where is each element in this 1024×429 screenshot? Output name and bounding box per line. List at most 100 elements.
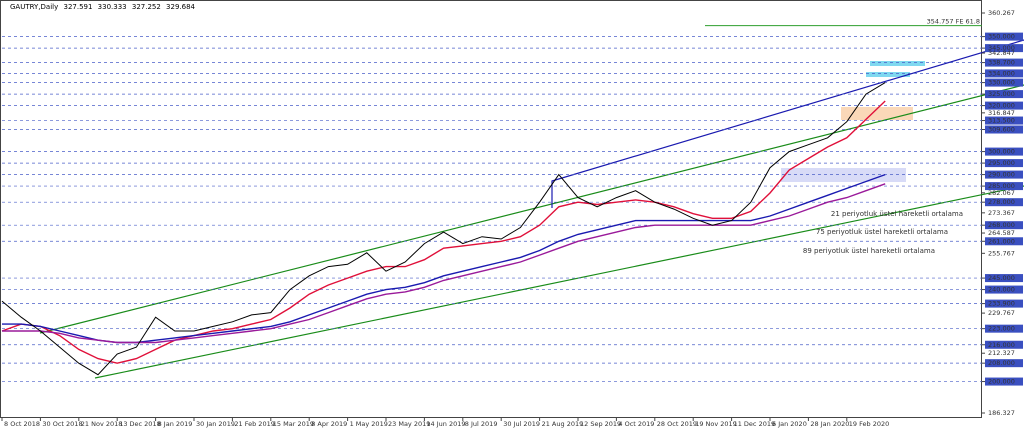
y-tick-label: 216.000 (988, 341, 1015, 349)
y-tick-label: 186.327 (988, 409, 1015, 417)
y-tick-box (985, 182, 1023, 191)
low: 327.252 (132, 3, 161, 11)
x-tick-label: 30 Jan 2019 (196, 420, 235, 428)
y-tick-label: 255.767 (988, 249, 1015, 257)
zone (781, 168, 906, 182)
channel-line (94, 185, 1024, 379)
x-tick-label: 12 Sep 2019 (580, 420, 621, 428)
x-tick-label: 1 May 2019 (350, 420, 388, 428)
y-tick-label: 240.000 (988, 286, 1015, 294)
x-tick-label: 19 Nov 2019 (695, 420, 737, 428)
y-tick-label: 342.847 (988, 49, 1015, 57)
y-tick-box (985, 299, 1023, 308)
y-tick-box (985, 285, 1023, 294)
y-tick-label: 229.767 (988, 309, 1015, 317)
y-tick-label: 334.000 (988, 69, 1015, 77)
trend-line (551, 39, 1024, 208)
y-tick-label: 200.000 (988, 378, 1015, 386)
y-tick-box (985, 159, 1023, 168)
x-tick-label: 21 Aug 2019 (542, 420, 584, 428)
x-tick-label: 28 Jan 2020 (810, 420, 849, 428)
close: 329.684 (166, 3, 195, 11)
y-tick-box (985, 58, 1023, 67)
channel-line (39, 84, 1024, 334)
legend-label: 75 periyotluk üstel hareketli ortalama (816, 228, 948, 236)
series-line (1, 82, 886, 376)
series-line (1, 100, 886, 364)
y-tick-box (985, 274, 1023, 283)
zone (866, 72, 910, 77)
y-tick-label: 245.000 (988, 274, 1015, 282)
y-tick-label: 330.000 (988, 79, 1015, 87)
y-tick-box (985, 359, 1023, 368)
x-tick-label: 30 Jul 2019 (503, 420, 540, 428)
x-tick-label: 13 Dec 2018 (119, 420, 161, 428)
x-tick-label: 14 Jun 2019 (426, 420, 465, 428)
y-tick-label: 264.587 (988, 229, 1015, 237)
y-tick-box (985, 340, 1023, 349)
fe-label: 354.757 FE 61.8 (927, 18, 980, 26)
y-tick-label: 313.500 (988, 117, 1015, 125)
y-tick-label: 208.000 (988, 359, 1015, 367)
y-tick-box (985, 125, 1023, 134)
y-tick-box (985, 324, 1023, 333)
x-tick-label: 19 Feb 2020 (849, 420, 889, 428)
y-tick-label: 223.000 (988, 325, 1015, 333)
legend-label: 21 periyotluk üstel hareketli ortalama (831, 210, 963, 218)
y-tick-label: 282.067 (988, 189, 1015, 197)
y-tick-label: 285.000 (988, 182, 1015, 190)
x-tick-label: 8 Apr 2019 (311, 420, 347, 428)
y-tick-label: 309.600 (988, 126, 1015, 134)
x-tick-label: 4 Oct 2019 (618, 420, 654, 428)
y-tick-label: 278.000 (988, 198, 1015, 206)
y-tick-label: 273.367 (988, 209, 1015, 217)
y-tick-label: 300.000 (988, 148, 1015, 156)
header: GAUTRY,Daily 327.591 330.333 327.252 329… (10, 3, 196, 11)
x-tick-label: 8 Jan 2019 (158, 420, 193, 428)
series-line (2, 183, 886, 344)
y-tick-box (985, 32, 1023, 41)
y-tick-label: 350.000 (988, 33, 1015, 41)
y-tick-box (985, 78, 1023, 87)
x-tick-label: 23 May 2019 (388, 420, 430, 428)
y-tick-label: 233.900 (988, 300, 1015, 308)
y-tick-label: 345.000 (988, 44, 1015, 52)
y-tick-label: 325.000 (988, 90, 1015, 98)
x-tick-label: 8 Jul 2019 (465, 420, 498, 428)
legend-label: 89 periyotluk üstel hareketli ortalama (803, 247, 935, 255)
y-tick-label: 261.000 (988, 237, 1015, 245)
y-tick-box (985, 90, 1023, 99)
open: 327.591 (63, 3, 92, 11)
zone (841, 107, 913, 120)
x-tick-label: 30 Oct 2018 (42, 420, 82, 428)
x-tick-label: 21 Nov 2018 (81, 420, 123, 428)
y-tick-box (985, 221, 1023, 230)
y-tick-box (985, 237, 1023, 246)
y-tick-label: 320.000 (988, 102, 1015, 110)
y-tick-box (985, 377, 1023, 386)
y-tick-label: 360.267 (988, 9, 1015, 17)
y-tick-label: 268.000 (988, 221, 1015, 229)
x-tick-label: 15 Mar 2019 (273, 420, 314, 428)
y-tick-label: 290.000 (988, 171, 1015, 179)
high: 330.333 (98, 3, 127, 11)
plot-frame (0, 0, 982, 418)
x-tick-label: 28 Oct 2019 (657, 420, 697, 428)
x-tick-label: 11 Dec 2019 (734, 420, 776, 428)
y-tick-box (985, 170, 1023, 179)
y-tick-label: 316.847 (988, 109, 1015, 117)
y-tick-box (985, 101, 1023, 110)
y-tick-label: 338.700 (988, 59, 1015, 67)
y-tick-box (985, 198, 1023, 207)
zone (870, 61, 925, 66)
x-tick-label: 8 Oct 2018 (4, 420, 40, 428)
symbol: GAUTRY,Daily (10, 3, 58, 11)
y-tick-box (985, 116, 1023, 125)
y-tick-box (985, 44, 1023, 53)
y-tick-label: 212.327 (988, 349, 1015, 357)
x-tick-label: 21 Feb 2019 (234, 420, 274, 428)
x-tick-label: 6 Jan 2020 (772, 420, 807, 428)
series-line (2, 173, 886, 344)
y-tick-box (985, 147, 1023, 156)
y-tick-box (985, 69, 1023, 78)
